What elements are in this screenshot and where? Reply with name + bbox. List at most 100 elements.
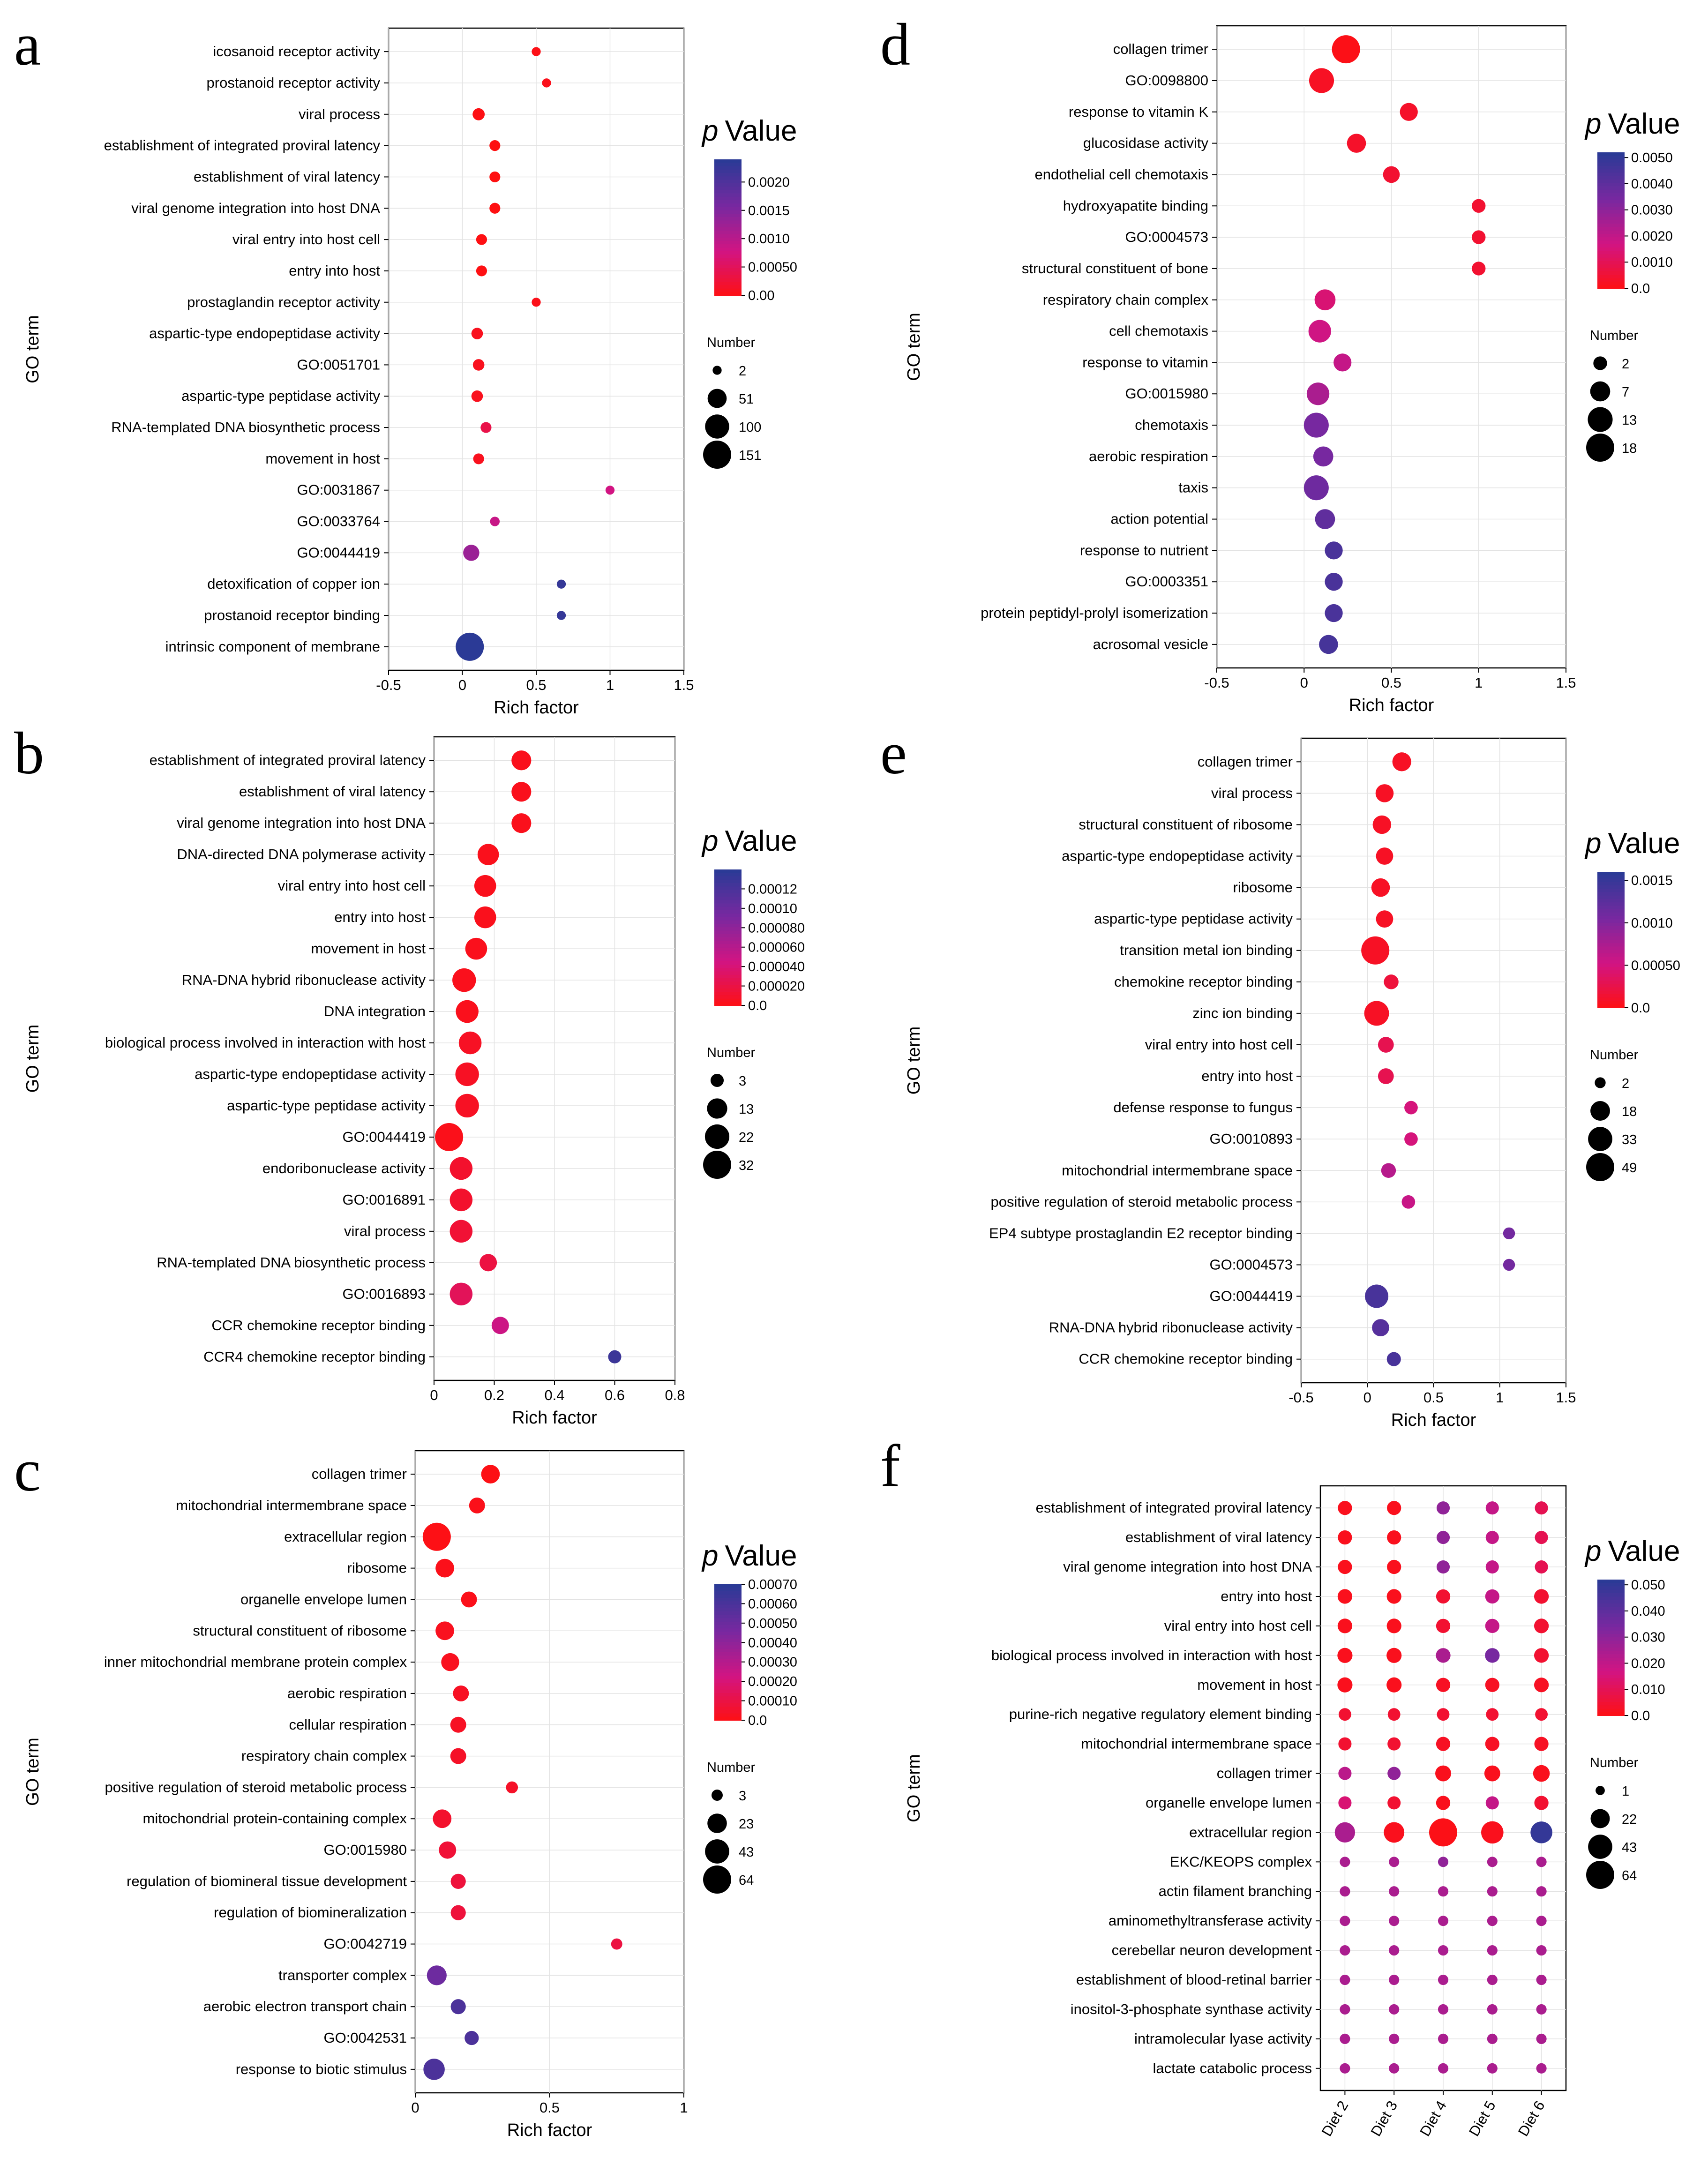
panel-c-legend: p Value 0.00070 0.00060 0.00050 0.00040 0.0003… <box>701 1540 797 1894</box>
panel-d-term-label: endothelial cell chemotaxis <box>1035 166 1209 182</box>
panel-c-term-label: structural constituent of ribosome <box>193 1622 407 1639</box>
panel-a-point <box>480 422 492 433</box>
panel-e-pvalue-title-p: p <box>1584 827 1601 860</box>
panel-a-term-label: viral genome integration into host DNA <box>131 200 380 216</box>
panel-a-term-label: icosanoid receptor activity <box>213 43 380 60</box>
panel-f-point <box>1387 1501 1401 1515</box>
panel-b-point <box>491 1317 509 1334</box>
panel-a-term-label: GO:0033764 <box>297 513 380 530</box>
panel-d-colorbar-segment <box>1597 264 1625 269</box>
panel-f-point <box>1435 1765 1451 1782</box>
panel-e-term-label: ribosome <box>1233 879 1293 896</box>
panel-a-point <box>473 453 484 464</box>
panel-c-colorbar-segment <box>714 1621 742 1626</box>
panel-f-point <box>1487 2033 1498 2044</box>
panel-f-term-label: viral genome integration into host DNA <box>1063 1558 1312 1575</box>
panel-a-x-tick-label: 1.5 <box>674 677 694 693</box>
panel-b-point <box>608 1350 622 1363</box>
panel-d-point <box>1333 353 1352 372</box>
panel-d-x-tick-label: 0.5 <box>1381 674 1401 691</box>
panel-f-term-label: lactate catabolic process <box>1153 2060 1312 2076</box>
panel-b-colorbar-segment <box>714 988 742 992</box>
panel-d-legend: p Value 0.0050 0.0040 0.0030 0.0020 0.0010 0.0 N… <box>1584 108 1680 462</box>
panel-d-x-tick-label: -0.5 <box>1204 674 1229 691</box>
panel-e-x-tick-label: 1 <box>1496 1389 1504 1406</box>
panel-b-point <box>511 750 532 771</box>
panel-d-point <box>1315 509 1335 529</box>
panel-f-term-label: entry into host <box>1221 1588 1312 1604</box>
panel-e-colorbar-segment <box>1597 943 1625 947</box>
panel-c-pvalue-title: p Value <box>701 1540 797 1572</box>
panel-b-colorbar-segment <box>714 937 742 942</box>
panel-a-term-label: establishment of viral latency <box>194 168 381 185</box>
panel-c-colorbar-segment <box>714 1656 742 1660</box>
panel-f: f establishment of integrated proviral la… <box>880 1432 1567 2139</box>
panel-a-colorbar-segment <box>714 264 742 269</box>
panel-f-term-label: establishment of viral latency <box>1125 1529 1312 1545</box>
panel-f-term-label: extracellular region <box>1189 1824 1312 1840</box>
panel-f-point <box>1338 1708 1351 1721</box>
panel-d-colorbar-tick-label: 0.0050 <box>1631 150 1673 165</box>
panel-c-point <box>427 1965 447 1985</box>
panel-b-x-tick-label: 0.4 <box>544 1387 564 1403</box>
panel-f-colorbar-segment <box>1597 1702 1625 1706</box>
panel-b-colorbar-segment <box>714 995 742 999</box>
panel-a-colorbar-segment <box>714 227 742 232</box>
panel-f-colorbar-segment <box>1597 1661 1625 1665</box>
panel-f-point <box>1487 2063 1498 2074</box>
panel-e-term-label: GO:0010893 <box>1209 1131 1293 1147</box>
panel-a-term-label: entry into host <box>289 262 380 279</box>
panel-a-point <box>556 611 566 620</box>
panel-f-point <box>1438 1916 1449 1926</box>
panel-e-colorbar-segment <box>1597 970 1625 974</box>
panel-f-point <box>1338 1737 1352 1751</box>
panel-a-colorbar-segment <box>714 268 742 272</box>
chart-panels: a icosanoid receptor activity prostanoid r… <box>14 11 1680 2140</box>
panel-f-colorbar-segment <box>1597 1634 1625 1638</box>
panel-d-term-label: response to nutrient <box>1080 542 1208 558</box>
panel-d-colorbar-segment <box>1597 196 1625 201</box>
panel-c-colorbar-segment <box>714 1608 742 1612</box>
panel-b-term-label: DNA integration <box>324 1003 426 1019</box>
panel-a-term-label: intrinsic component of membrane <box>165 638 380 655</box>
panel-a-colorbar-segment <box>714 241 742 245</box>
panel-f-term-label: purine-rich negative regulatory element … <box>1009 1706 1312 1723</box>
panel-f-colorbar-segment <box>1597 1627 1625 1631</box>
panel-e-term-label: positive regulation of steroid metabolic… <box>991 1193 1293 1210</box>
panel-f-point <box>1487 1857 1498 1867</box>
panel-e-point <box>1404 1101 1418 1115</box>
panel-e-colorbar-segment <box>1597 899 1625 903</box>
panel-e-x-axis-title: Rich factor <box>1391 1410 1476 1430</box>
panel-f-point <box>1436 1501 1450 1515</box>
panel-d-colorbar-segment <box>1597 172 1625 177</box>
panel-f-point <box>1487 2004 1498 2015</box>
panel-e-number-legend-label: 49 <box>1622 1161 1637 1176</box>
panel-e-term-label: mitochondrial intermembrane space <box>1062 1162 1293 1178</box>
panel-c-point <box>450 1999 466 2015</box>
panel-d-colorbar-segment <box>1597 152 1625 157</box>
panel-f-term-label: movement in host <box>1197 1677 1312 1693</box>
panel-c-term-label: organelle envelope lumen <box>240 1591 407 1607</box>
panel-a-number-legend-dot <box>712 366 722 375</box>
panel-e-colorbar-segment <box>1597 875 1625 879</box>
panel-b-y-axis-title: GO term <box>23 1025 43 1093</box>
panel-d-colorbar-segment <box>1597 193 1625 197</box>
panel-b-colorbar-segment <box>714 903 742 907</box>
panel-f-colorbar-segment <box>1597 1610 1625 1614</box>
panel-a-colorbar-segment <box>714 196 742 201</box>
panel-f-colorbar-segment <box>1597 1613 1625 1618</box>
panel-f-legend: p Value 0.050 0.040 0.030 0.020 0.010 0.0 Number… <box>1584 1535 1680 1889</box>
panel-c-y-axis-title: GO term <box>23 1738 43 1806</box>
panel-e-colorbar-segment <box>1597 977 1625 981</box>
panel-b-point <box>477 844 499 865</box>
panel-b-term-label: endoribonuclease activity <box>262 1160 426 1176</box>
panel-d-colorbar-segment <box>1597 268 1625 272</box>
panel-f-point <box>1438 1857 1449 1867</box>
panel-c-colorbar-segment <box>714 1707 742 1711</box>
panel-d-point <box>1332 35 1360 64</box>
panel-c-colorbar-segment <box>714 1676 742 1680</box>
panel-f-point <box>1536 1916 1547 1926</box>
panel-e-pvalue-title-value: Value <box>1608 827 1680 860</box>
panel-f-point <box>1386 1677 1402 1693</box>
panel-d-y-axis-title: GO term <box>904 313 924 381</box>
